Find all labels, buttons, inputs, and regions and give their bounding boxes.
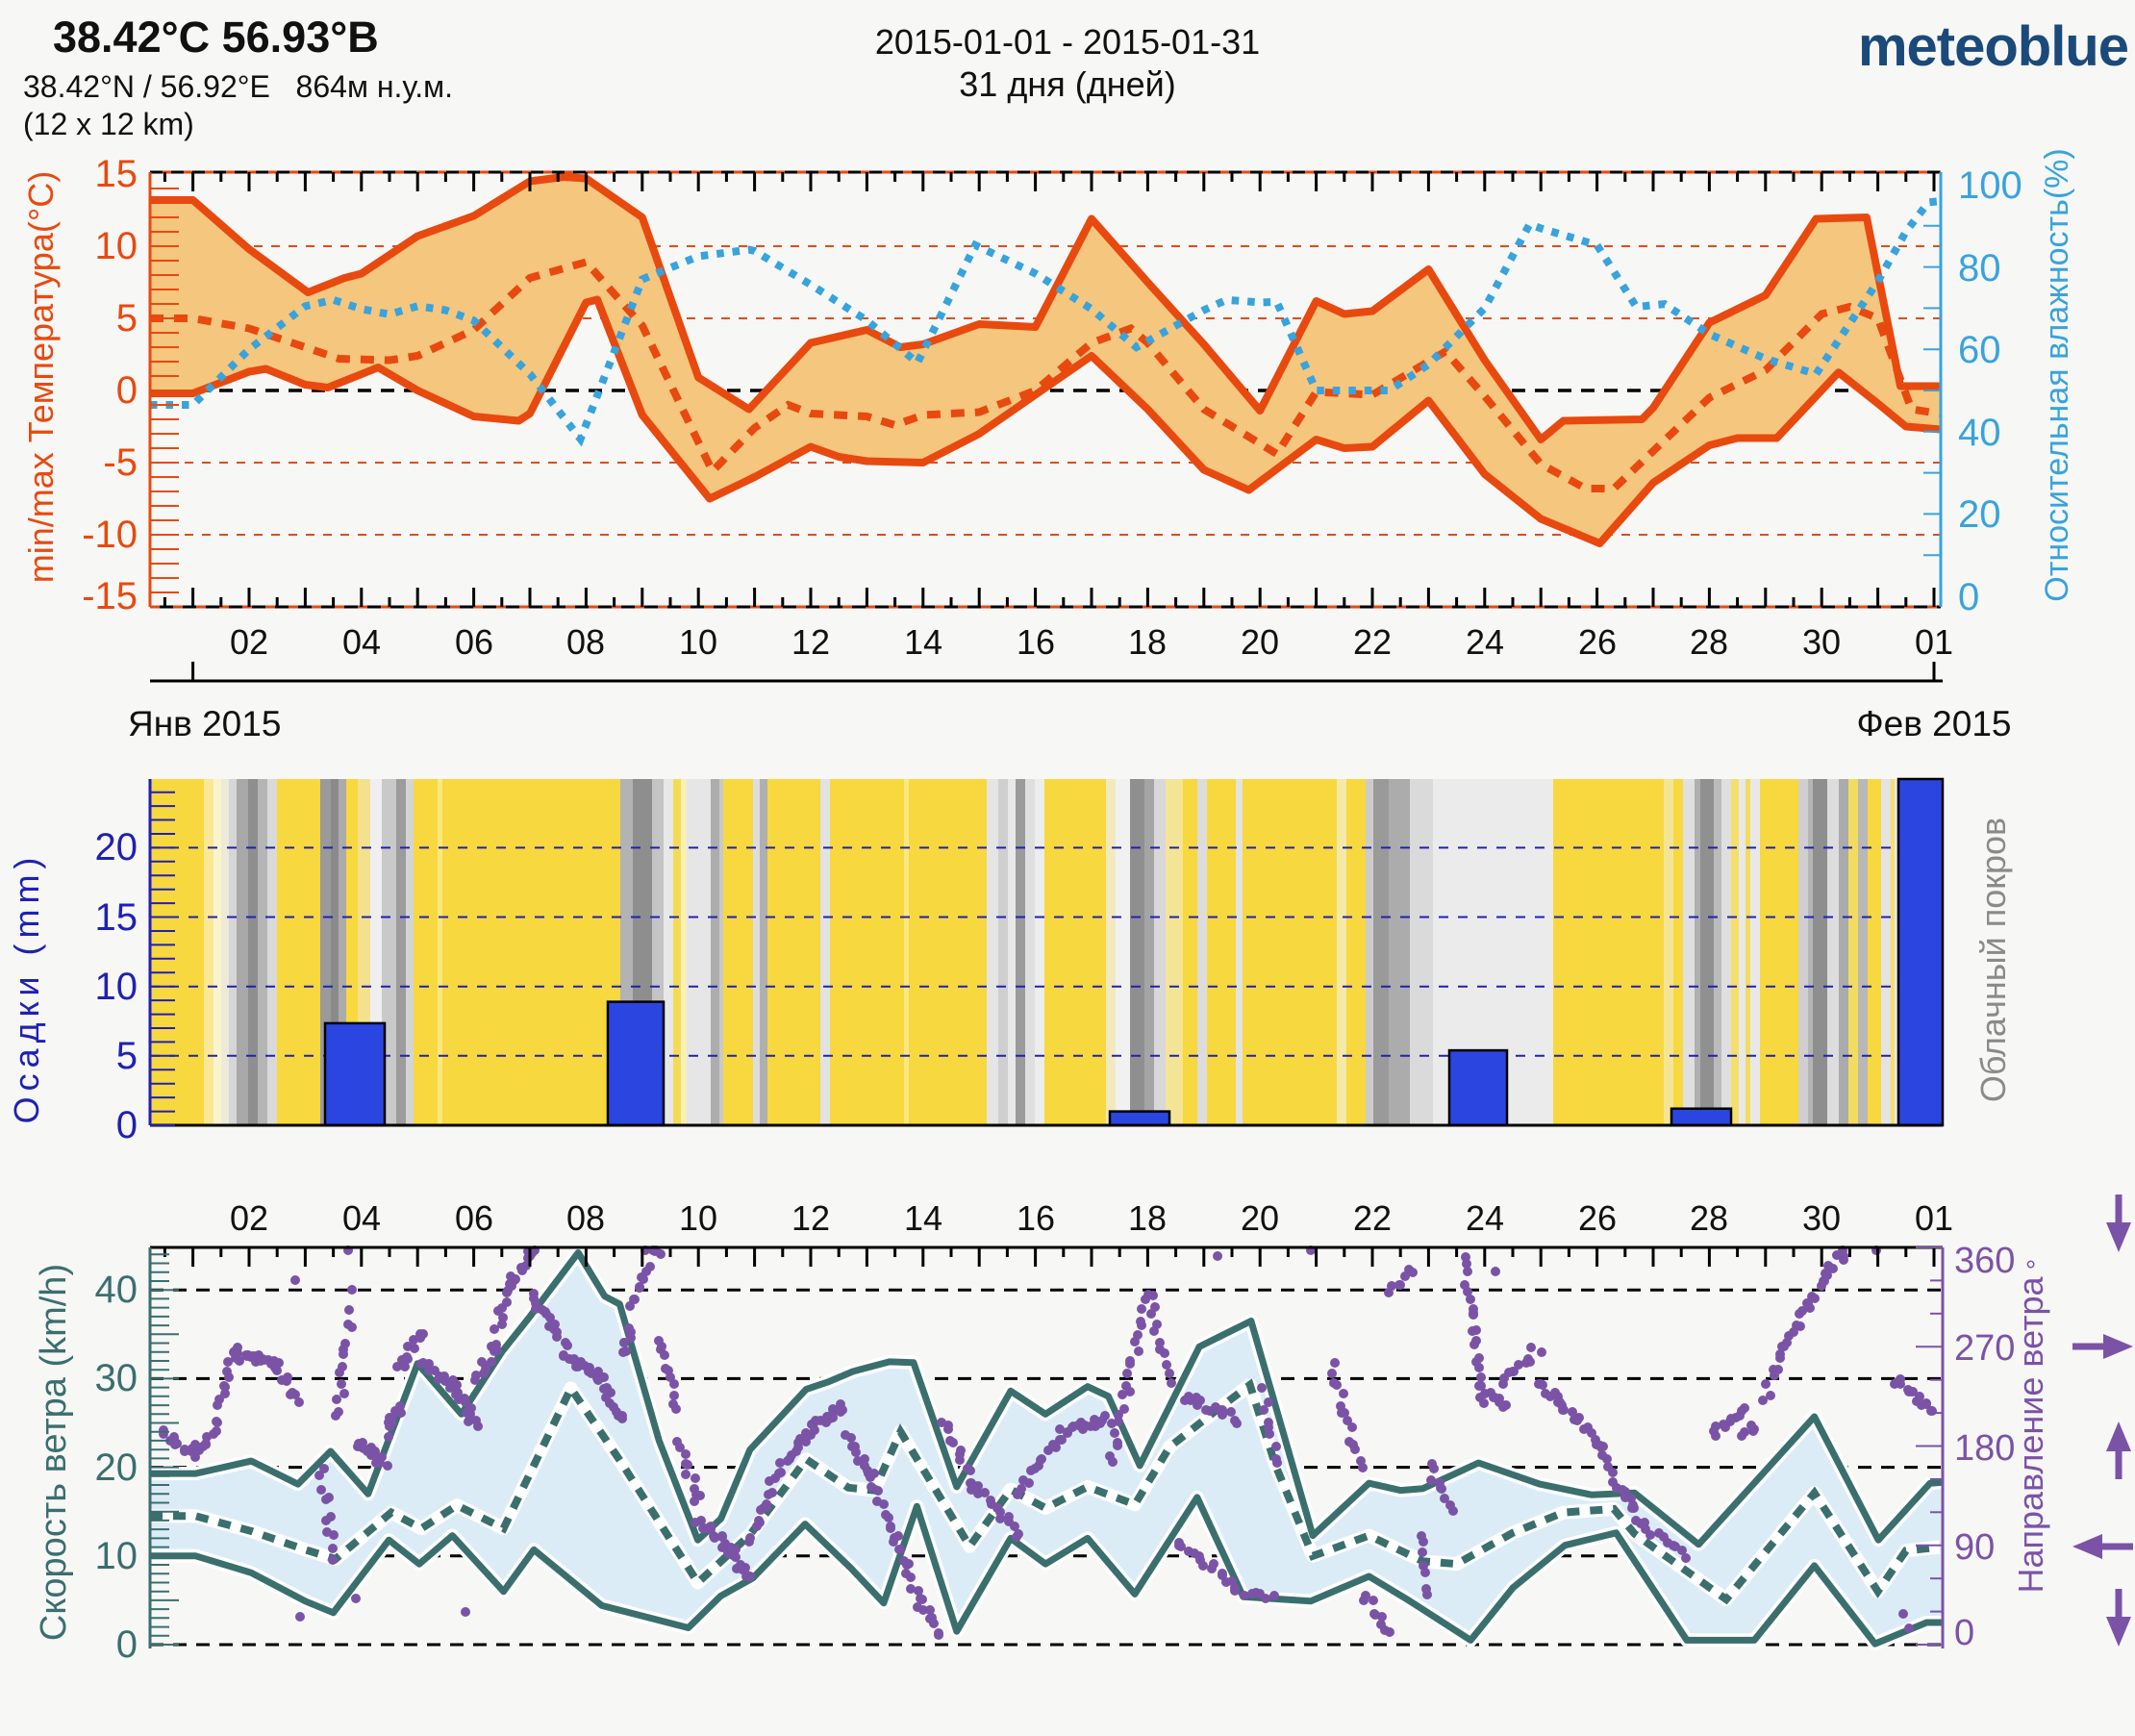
svg-text:20: 20: [95, 1447, 138, 1489]
svg-text:24: 24: [1466, 622, 1504, 662]
svg-text:16: 16: [1017, 1198, 1055, 1238]
svg-text:0: 0: [1958, 576, 1979, 618]
svg-text:°: °: [2025, 1255, 2036, 1285]
svg-text:26: 26: [1578, 1198, 1617, 1238]
svg-text:18: 18: [1128, 622, 1167, 662]
svg-text:5: 5: [116, 297, 138, 340]
svg-text:40: 40: [95, 1269, 138, 1311]
svg-text:90: 90: [1954, 1527, 1995, 1568]
svg-text:14: 14: [904, 622, 942, 662]
svg-text:0: 0: [116, 1104, 138, 1146]
svg-text:0: 0: [116, 369, 138, 412]
svg-text:180: 180: [1954, 1428, 2015, 1469]
svg-text:06: 06: [455, 622, 493, 662]
svg-text:15: 15: [95, 153, 138, 195]
svg-text:04: 04: [342, 1198, 381, 1238]
svg-text:20: 20: [95, 826, 138, 868]
svg-text:10: 10: [95, 966, 138, 1008]
svg-text:20: 20: [1241, 1198, 1279, 1238]
svg-text:0: 0: [116, 1623, 138, 1666]
svg-text:20: 20: [1241, 622, 1279, 662]
svg-text:Осадки (mm): Осадки (mm): [7, 852, 46, 1124]
svg-text:06: 06: [455, 1198, 493, 1238]
svg-text:30: 30: [1802, 622, 1841, 662]
svg-text:38.42°C 56.93°B: 38.42°C 56.93°B: [53, 13, 379, 62]
svg-text:02: 02: [230, 1198, 268, 1238]
svg-text:Направление ветра: Направление ветра: [2011, 1276, 2050, 1594]
svg-text:10: 10: [95, 225, 138, 267]
svg-text:Относительная влажность(%): Относительная влажность(%): [2039, 148, 2075, 601]
svg-text:100: 100: [1958, 164, 2022, 207]
svg-text:30: 30: [95, 1357, 138, 1399]
svg-text:01: 01: [1915, 622, 1953, 662]
svg-text:26: 26: [1578, 622, 1617, 662]
svg-text:80: 80: [1958, 247, 2001, 289]
svg-text:28: 28: [1690, 1198, 1728, 1238]
svg-text:12: 12: [791, 622, 830, 662]
svg-text:(12 x 12 km): (12 x 12 km): [23, 107, 194, 141]
svg-text:24: 24: [1466, 1198, 1504, 1238]
svg-text:31 дня (дней): 31 дня (дней): [959, 64, 1175, 104]
svg-text:04: 04: [342, 622, 381, 662]
svg-text:22: 22: [1353, 1198, 1392, 1238]
svg-text:22: 22: [1353, 622, 1392, 662]
svg-text:08: 08: [566, 1198, 605, 1238]
svg-text:30: 30: [1802, 1198, 1841, 1238]
svg-text:10: 10: [679, 622, 717, 662]
svg-text:18: 18: [1128, 1198, 1167, 1238]
svg-text:min/max Температура(°C): min/max Температура(°C): [21, 171, 61, 583]
svg-text:meteoblue: meteoblue: [1858, 15, 2128, 78]
svg-text:Фев 2015: Фев 2015: [1857, 704, 2012, 743]
svg-text:360: 360: [1954, 1241, 2015, 1281]
svg-text:01: 01: [1915, 1198, 1953, 1238]
svg-text:15: 15: [95, 896, 138, 939]
svg-text:10: 10: [679, 1198, 717, 1238]
svg-text:02: 02: [230, 622, 268, 662]
svg-text:38.42°N / 56.92°E 864м н.у.м: 38.42°N / 56.92°E 864м н.у.м.: [23, 69, 453, 104]
svg-text:5: 5: [116, 1035, 138, 1077]
svg-text:0: 0: [1954, 1613, 1974, 1653]
svg-text:20: 20: [1958, 493, 2001, 536]
svg-text:10: 10: [95, 1535, 138, 1577]
svg-text:Янв 2015: Янв 2015: [128, 704, 281, 743]
svg-text:Облачный покров: Облачный покров: [1973, 818, 2013, 1102]
svg-text:28: 28: [1690, 622, 1728, 662]
svg-text:16: 16: [1017, 622, 1055, 662]
svg-text:12: 12: [791, 1198, 830, 1238]
svg-text:Скорость ветра (km/h): Скорость ветра (km/h): [34, 1264, 74, 1641]
svg-text:08: 08: [566, 622, 605, 662]
svg-text:-5: -5: [103, 441, 138, 484]
svg-text:270: 270: [1954, 1328, 2015, 1369]
svg-text:-10: -10: [82, 514, 138, 556]
svg-text:2015-01-01 - 2015-01-31: 2015-01-01 - 2015-01-31: [875, 22, 1260, 62]
svg-text:40: 40: [1958, 412, 2001, 454]
svg-text:-15: -15: [82, 575, 138, 617]
svg-text:14: 14: [904, 1198, 942, 1238]
svg-text:60: 60: [1958, 329, 2001, 371]
